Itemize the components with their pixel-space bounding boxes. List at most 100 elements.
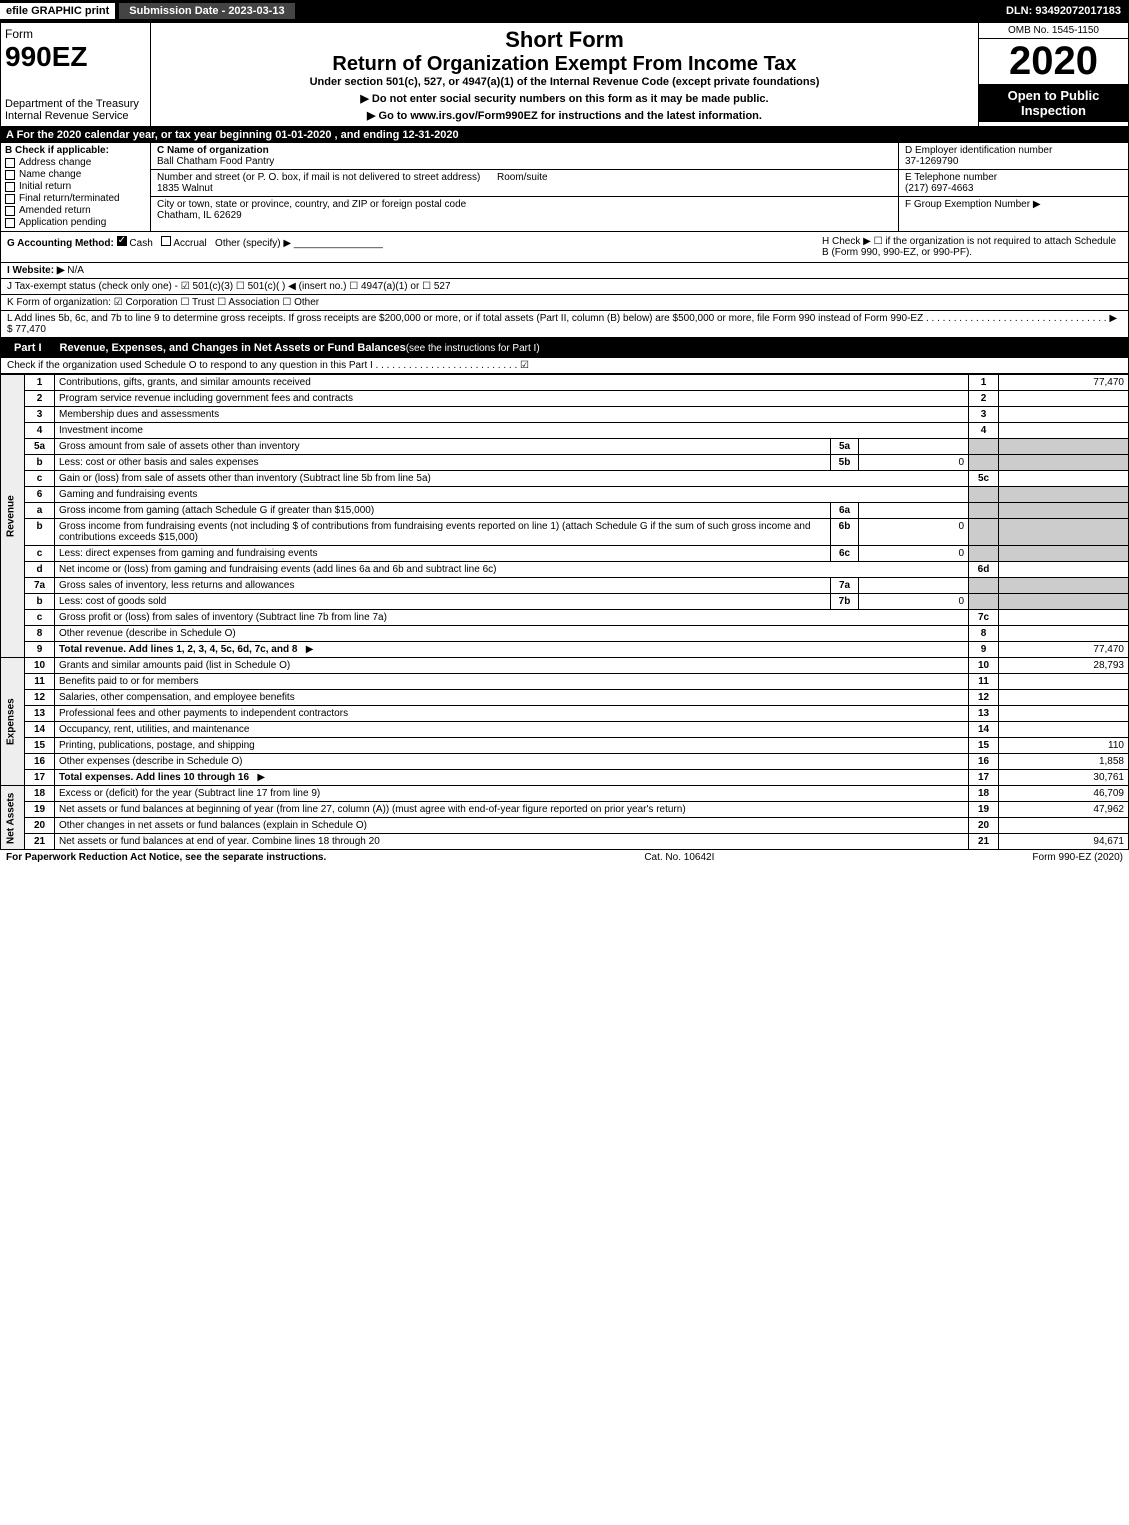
website-value: N/A	[67, 265, 84, 276]
revenue-vlabel: Revenue	[1, 375, 25, 658]
ein-value: 37-1269790	[905, 156, 958, 167]
line-1-val: 77,470	[999, 375, 1129, 391]
line-7c-desc: Gross profit or (loss) from sales of inv…	[55, 610, 969, 626]
footer-left: For Paperwork Reduction Act Notice, see …	[6, 852, 326, 863]
efile-label: efile GRAPHIC print	[0, 3, 115, 19]
line-4-val	[999, 423, 1129, 439]
chk-name-change[interactable]: Name change	[5, 169, 146, 180]
irs-label: Internal Revenue Service	[5, 110, 146, 122]
footer-mid: Cat. No. 10642I	[644, 852, 714, 863]
e-label: E Telephone number	[905, 172, 997, 183]
line-9-val: 77,470	[999, 642, 1129, 658]
chk-amended-return[interactable]: Amended return	[5, 205, 146, 216]
short-form-title: Short Form	[155, 27, 974, 53]
line-1-rnum: 1	[969, 375, 999, 391]
footer: For Paperwork Reduction Act Notice, see …	[0, 850, 1129, 865]
line-9-desc: Total revenue. Add lines 1, 2, 3, 4, 5c,…	[55, 642, 969, 658]
header-right: OMB No. 1545-1150 2020 Open to Public In…	[978, 23, 1128, 126]
chk-initial-return[interactable]: Initial return	[5, 181, 146, 192]
line-5c-val	[999, 471, 1129, 487]
lines-table: Revenue 1 Contributions, gifts, grants, …	[0, 374, 1129, 850]
line-20-desc: Other changes in net assets or fund bala…	[55, 818, 969, 834]
header-mid: Short Form Return of Organization Exempt…	[151, 23, 978, 126]
return-title: Return of Organization Exempt From Incom…	[155, 53, 974, 76]
room-label: Room/suite	[497, 172, 548, 183]
checkbox-icon	[5, 170, 15, 180]
line-2-val	[999, 391, 1129, 407]
group-exemption-cell: F Group Exemption Number ▶	[899, 197, 1128, 212]
dept-treasury: Department of the Treasury	[5, 98, 146, 110]
phone-cell: E Telephone number (217) 697-4663	[899, 170, 1128, 197]
addr-value: 1835 Walnut	[157, 183, 213, 194]
chk-final-return[interactable]: Final return/terminated	[5, 193, 146, 204]
chk-application-pending[interactable]: Application pending	[5, 217, 146, 228]
dln: DLN: 93492072017183	[1006, 5, 1129, 17]
line-6b-subval: 0	[859, 519, 969, 546]
section-b: B Check if applicable: Address change Na…	[0, 143, 1129, 232]
netassets-vlabel: Net Assets	[1, 786, 25, 850]
chk-address-change[interactable]: Address change	[5, 157, 146, 168]
line-21-val: 94,671	[999, 834, 1129, 850]
chk-accrual-icon	[161, 236, 171, 246]
part1-title: Revenue, Expenses, and Changes in Net As…	[60, 342, 406, 354]
line-5a-desc: Gross amount from sale of assets other t…	[55, 439, 831, 455]
line-7a-desc: Gross sales of inventory, less returns a…	[55, 578, 831, 594]
row-gh: G Accounting Method: Cash Accrual Other …	[0, 232, 1129, 263]
line-6a-desc: Gross income from gaming (attach Schedul…	[55, 503, 831, 519]
line-16-desc: Other expenses (describe in Schedule O)	[55, 754, 969, 770]
city-label: City or town, state or province, country…	[157, 199, 466, 210]
line-6a-subval	[859, 503, 969, 519]
line-7b-desc: Less: cost of goods sold	[55, 594, 831, 610]
part1-sub: (see the instructions for Part I)	[406, 343, 540, 354]
line-6b-desc: Gross income from fundraising events (no…	[55, 519, 831, 546]
line-5c-desc: Gain or (loss) from sale of assets other…	[55, 471, 969, 487]
line-6d-val	[999, 562, 1129, 578]
row-i: I Website: ▶ N/A	[0, 263, 1129, 279]
line-10-desc: Grants and similar amounts paid (list in…	[55, 658, 969, 674]
line-12-val	[999, 690, 1129, 706]
line-5b-desc: Less: cost or other basis and sales expe…	[55, 455, 831, 471]
row-l: L Add lines 5b, 6c, and 7b to line 9 to …	[0, 311, 1129, 338]
line-13-val	[999, 706, 1129, 722]
row-k: K Form of organization: ☑ Corporation ☐ …	[0, 295, 1129, 311]
line-19-desc: Net assets or fund balances at beginning…	[55, 802, 969, 818]
form-word: Form	[5, 27, 146, 41]
header-left: Form 990EZ Department of the Treasury In…	[1, 23, 151, 126]
line-3-desc: Membership dues and assessments	[55, 407, 969, 423]
checkbox-icon	[5, 182, 15, 192]
line-18-val: 46,709	[999, 786, 1129, 802]
open-public: Open to Public Inspection	[979, 84, 1128, 122]
line-6c-desc: Less: direct expenses from gaming and fu…	[55, 546, 831, 562]
line-8-val	[999, 626, 1129, 642]
chk-cash-icon	[117, 236, 127, 246]
org-name-cell: C Name of organization Ball Chatham Food…	[151, 143, 898, 170]
omb-number: OMB No. 1545-1150	[979, 23, 1128, 39]
expenses-vlabel: Expenses	[1, 658, 25, 786]
no-ssn-line: ▶ Do not enter social security numbers o…	[155, 92, 974, 105]
line-6d-desc: Net income or (loss) from gaming and fun…	[55, 562, 969, 578]
checkbox-icon	[5, 218, 15, 228]
ein-cell: D Employer identification number 37-1269…	[899, 143, 1128, 170]
org-name: Ball Chatham Food Pantry	[157, 156, 274, 167]
line-6c-subval: 0	[859, 546, 969, 562]
line-8-desc: Other revenue (describe in Schedule O)	[55, 626, 969, 642]
line-2-desc: Program service revenue including govern…	[55, 391, 969, 407]
line-14-val	[999, 722, 1129, 738]
line-5b-subval: 0	[859, 455, 969, 471]
line-12-desc: Salaries, other compensation, and employ…	[55, 690, 969, 706]
d-label: D Employer identification number	[905, 145, 1052, 156]
line-7c-val	[999, 610, 1129, 626]
under-section: Under section 501(c), 527, or 4947(a)(1)…	[155, 76, 974, 88]
line-5a-subval	[859, 439, 969, 455]
h-check: H Check ▶ ☐ if the organization is not r…	[822, 236, 1122, 258]
line-14-desc: Occupancy, rent, utilities, and maintena…	[55, 722, 969, 738]
col-b-right: D Employer identification number 37-1269…	[898, 143, 1128, 231]
line-6-desc: Gaming and fundraising events	[55, 487, 969, 503]
city-value: Chatham, IL 62629	[157, 210, 242, 221]
b-label: B Check if applicable:	[5, 145, 146, 156]
line-17-desc: Total expenses. Add lines 10 through 16 …	[55, 770, 969, 786]
line-16-val: 1,858	[999, 754, 1129, 770]
line-3-val	[999, 407, 1129, 423]
phone-value: (217) 697-4663	[905, 183, 973, 194]
c-label: C Name of organization	[157, 145, 269, 156]
